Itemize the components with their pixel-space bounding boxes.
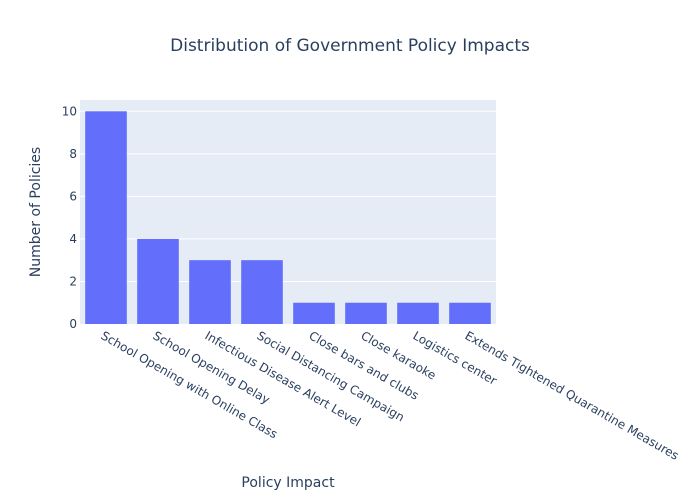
y-tick-label: 0: [69, 317, 77, 331]
y-axis-ticks: 0 2 4 6 8 10: [62, 104, 77, 331]
y-tick-label: 2: [69, 274, 77, 288]
bar: [449, 302, 491, 324]
bar: [137, 238, 179, 324]
y-tick-label: 8: [69, 147, 77, 161]
bar: [189, 260, 231, 324]
bar: [293, 302, 335, 324]
chart-title: Distribution of Government Policy Impact…: [170, 36, 530, 56]
x-tick-label: Extends Tightened Quarantine Measures: [463, 328, 682, 462]
bars: [85, 111, 491, 325]
bar: [345, 302, 387, 324]
bar: [85, 111, 127, 325]
y-axis-title: Number of Policies: [28, 147, 44, 277]
y-tick-label: 10: [62, 104, 77, 118]
y-tick-label: 4: [69, 232, 77, 246]
x-axis-title: Policy Impact: [241, 475, 335, 491]
y-tick-label: 6: [69, 189, 77, 203]
bar: [397, 302, 439, 324]
bar: [241, 260, 283, 324]
